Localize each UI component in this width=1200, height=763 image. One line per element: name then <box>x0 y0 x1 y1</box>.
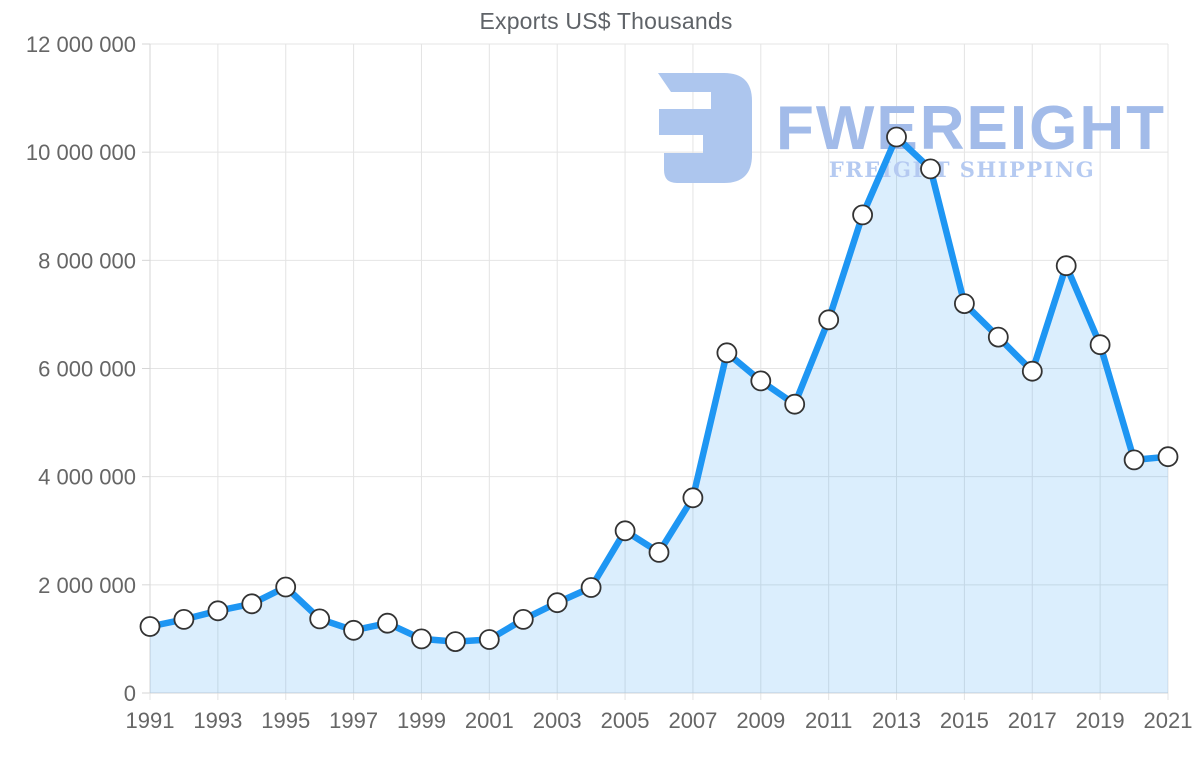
data-point-1992[interactable] <box>173 609 195 630</box>
x-tick-label: 2005 <box>601 708 650 733</box>
data-point-2015[interactable] <box>954 293 975 315</box>
data-point-2006[interactable] <box>648 542 670 563</box>
data-point-2011[interactable] <box>818 309 840 331</box>
x-tick-label: 2007 <box>668 708 717 733</box>
logo-tagline-text: FREIGHT SHIPPING <box>829 157 1095 182</box>
data-point-2003[interactable] <box>546 592 568 614</box>
data-point-1998[interactable] <box>377 612 398 634</box>
data-point-2021[interactable] <box>1157 446 1179 468</box>
data-point-2014[interactable] <box>920 158 941 180</box>
data-point-2002[interactable] <box>512 609 534 630</box>
data-point-2016[interactable] <box>987 326 1009 348</box>
freight-logo-icon <box>658 73 752 183</box>
data-point-2005[interactable] <box>614 520 636 542</box>
y-tick-label: 2 000 000 <box>38 573 136 598</box>
x-tick-label: 2013 <box>872 708 921 733</box>
data-point-2004[interactable] <box>580 577 602 598</box>
y-tick-label: 8 000 000 <box>38 248 136 273</box>
logo-brand-text: FWEREIGHT <box>776 94 1166 163</box>
x-tick-label: 1991 <box>126 708 175 733</box>
x-tick-label: 1993 <box>193 708 242 733</box>
series-area <box>150 137 1168 693</box>
watermark-logo: FWEREIGHT FREIGHT SHIPPING <box>658 73 1166 183</box>
data-point-2013[interactable] <box>886 126 907 148</box>
area-fill <box>150 137 1168 693</box>
data-points <box>139 126 1179 652</box>
data-point-2000[interactable] <box>444 631 466 652</box>
data-point-2007[interactable] <box>682 487 704 509</box>
data-point-2001[interactable] <box>478 629 500 650</box>
x-tick-label: 2009 <box>736 708 785 733</box>
x-tick-label: 2001 <box>465 708 514 733</box>
data-point-1994[interactable] <box>241 593 263 615</box>
data-point-1999[interactable] <box>411 628 432 650</box>
x-tick-label: 2011 <box>805 708 852 733</box>
x-tick-label: 1997 <box>329 708 378 733</box>
x-tick-label: 1995 <box>261 708 310 733</box>
data-point-1991[interactable] <box>139 616 161 637</box>
data-point-1993[interactable] <box>207 600 229 622</box>
data-point-2018[interactable] <box>1055 255 1077 277</box>
chart-title: Exports US$ Thousands <box>479 8 733 34</box>
data-point-1997[interactable] <box>343 619 365 641</box>
x-tick-label: 2003 <box>533 708 582 733</box>
data-point-1996[interactable] <box>309 608 331 630</box>
data-point-2009[interactable] <box>750 370 772 392</box>
x-tick-label: 2021 <box>1144 708 1193 733</box>
y-tick-label: 0 <box>124 681 136 706</box>
data-point-1995[interactable] <box>275 576 297 598</box>
y-tick-label: 12 000 000 <box>26 32 136 57</box>
x-tick-label: 2019 <box>1076 708 1125 733</box>
axis-labels: 0 2 000 000 4 000 000 6 000 000 8 000 000 10 … <box>26 32 1193 733</box>
x-tick-label: 2015 <box>940 708 989 733</box>
y-tick-label: 6 000 000 <box>38 357 136 382</box>
y-tick-label: 10 000 000 <box>26 140 136 165</box>
data-point-2017[interactable] <box>1021 360 1043 382</box>
data-point-2012[interactable] <box>852 204 873 226</box>
y-tick-label: 4 000 000 <box>38 465 136 490</box>
x-tick-label: 1999 <box>397 708 446 733</box>
data-point-2010[interactable] <box>784 393 806 415</box>
data-point-2019[interactable] <box>1089 334 1111 356</box>
x-tick-label: 2017 <box>1008 708 1057 733</box>
data-point-2020[interactable] <box>1123 449 1145 471</box>
data-point-2008[interactable] <box>716 342 738 364</box>
